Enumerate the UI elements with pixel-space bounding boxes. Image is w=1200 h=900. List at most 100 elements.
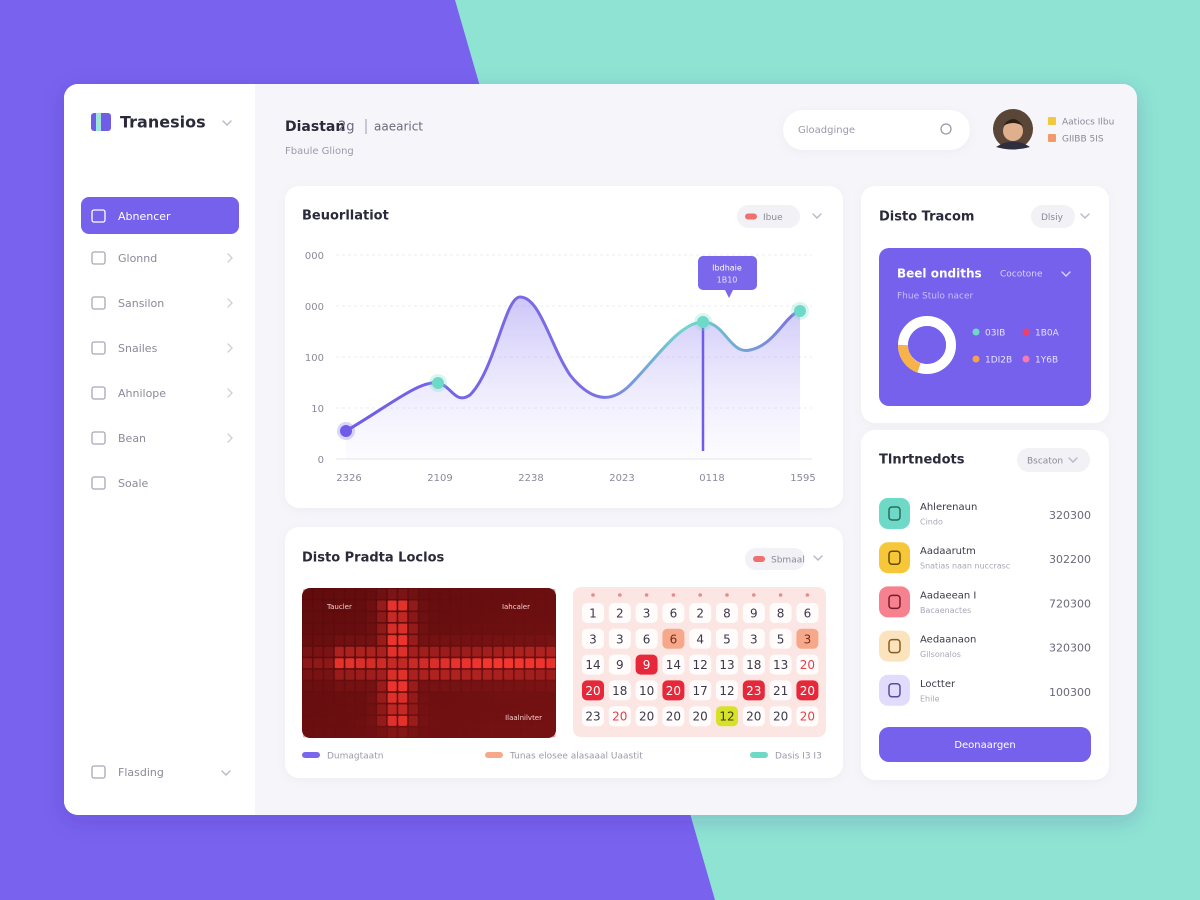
calendar-day[interactable]: 6 bbox=[796, 603, 819, 623]
primary-button[interactable]: Deonaargen bbox=[879, 727, 1091, 762]
item-icon bbox=[888, 638, 901, 654]
calendar-day[interactable]: 13 bbox=[769, 654, 792, 675]
nav-item[interactable]: Snailes bbox=[91, 341, 158, 355]
calendar-day[interactable]: 3 bbox=[742, 628, 765, 649]
heatmap-cell bbox=[440, 635, 450, 646]
calendar-day[interactable]: 20 bbox=[796, 654, 819, 675]
avatar[interactable] bbox=[993, 109, 1033, 150]
list-item[interactable]: Aadaarutm Snatias naan nuccrasc 302200 bbox=[879, 542, 1091, 574]
calendar-day[interactable]: 10 bbox=[635, 680, 658, 701]
heatmap-cell bbox=[451, 704, 461, 715]
heatmap-cell bbox=[419, 704, 429, 715]
calendar-day[interactable]: 17 bbox=[689, 680, 712, 701]
calendar-day[interactable]: 8 bbox=[769, 603, 792, 623]
heatmap-cell bbox=[546, 589, 556, 599]
calendar-day[interactable]: 12 bbox=[689, 654, 712, 675]
heatmap-cell bbox=[504, 658, 514, 669]
calendar-day[interactable]: 2 bbox=[689, 603, 712, 623]
item-icon-bg bbox=[879, 586, 910, 618]
heatmap-cell bbox=[377, 612, 387, 623]
heatmap-cell bbox=[525, 623, 535, 634]
nav-item[interactable]: Bean bbox=[91, 431, 146, 445]
calendar-day[interactable]: 3 bbox=[582, 628, 604, 649]
nav-item[interactable]: Ahnilope bbox=[91, 386, 166, 400]
calendar-day[interactable]: 20 bbox=[769, 706, 792, 727]
calendar-day[interactable]: 9 bbox=[742, 603, 765, 623]
day-bg bbox=[689, 680, 712, 701]
calendar-day[interactable]: 5 bbox=[769, 628, 792, 649]
heatmap-cell bbox=[472, 669, 482, 680]
calendar-day[interactable]: 12 bbox=[716, 680, 738, 701]
heatmap-cell bbox=[525, 646, 535, 657]
list-item[interactable]: Ahlerenaun Cindo 320300 bbox=[879, 498, 1091, 529]
calendar-day[interactable]: 3 bbox=[608, 628, 631, 649]
filter-pill[interactable]: Ibue bbox=[737, 205, 800, 228]
calendar-day[interactable]: 1 bbox=[582, 603, 604, 623]
calendar-day[interactable]: 9 bbox=[608, 654, 631, 675]
heatmap-cell bbox=[419, 623, 429, 634]
calendar-day[interactable]: 20 bbox=[662, 706, 685, 727]
calendar-day[interactable]: 23 bbox=[582, 706, 604, 727]
calendar-day[interactable]: 14 bbox=[582, 654, 604, 675]
chart-point bbox=[340, 425, 352, 437]
nav-item[interactable]: Abnencer bbox=[81, 197, 239, 234]
calendar-day[interactable]: 6 bbox=[662, 628, 685, 649]
search-box[interactable]: Gloadginge bbox=[783, 110, 970, 150]
calendar-day[interactable]: 3 bbox=[635, 603, 658, 623]
calendar-day[interactable]: 23 bbox=[742, 680, 765, 701]
nav-item[interactable]: Sansilon bbox=[91, 296, 164, 310]
calendar-day[interactable]: 21 bbox=[769, 680, 792, 701]
day-number: 9 bbox=[616, 658, 624, 672]
day-bg bbox=[582, 603, 604, 623]
calendar-day[interactable]: 6 bbox=[635, 628, 658, 649]
heatmap-cell bbox=[387, 669, 397, 680]
day-number: 3 bbox=[589, 632, 597, 646]
calendar-day[interactable]: 5 bbox=[716, 628, 738, 649]
nav-item[interactable]: Soale bbox=[91, 476, 149, 490]
heatmap-cell bbox=[430, 658, 439, 669]
nav-label: Glonnd bbox=[118, 252, 157, 265]
heatmap-cell bbox=[461, 692, 471, 703]
heatmap-cell bbox=[366, 704, 376, 715]
calendar-day[interactable]: 20 bbox=[796, 680, 819, 701]
nav-item[interactable]: Glonnd bbox=[91, 251, 157, 265]
nav-icon bbox=[91, 296, 106, 310]
calendar-day[interactable]: 8 bbox=[716, 603, 738, 623]
list-item[interactable]: Aadaeean I Bacaenactes 720300 bbox=[879, 586, 1091, 618]
tooltip-title: Ibdhaie bbox=[712, 264, 742, 273]
calendar-day[interactable]: 6 bbox=[662, 603, 685, 623]
chart-line bbox=[344, 295, 802, 433]
item-icon bbox=[888, 506, 901, 521]
day-bg bbox=[608, 628, 631, 649]
calendar-day[interactable]: 14 bbox=[662, 654, 685, 675]
filter-pill[interactable]: Dlsiy bbox=[1031, 205, 1075, 228]
calendar-day[interactable]: 18 bbox=[608, 680, 631, 701]
calendar-day[interactable]: 3 bbox=[796, 628, 819, 649]
heatmap-cell bbox=[525, 704, 535, 715]
calendar-day[interactable]: 20 bbox=[635, 706, 658, 727]
list-item[interactable]: Aedaanaon Gilsonalos 320300 bbox=[879, 630, 1091, 662]
day-bg bbox=[608, 603, 631, 623]
heatmap-cell bbox=[482, 623, 492, 634]
filter-pill[interactable]: Bscaton bbox=[1017, 448, 1090, 472]
filter-pill[interactable]: Sbmaal bbox=[745, 548, 805, 570]
calendar-day[interactable]: 20 bbox=[742, 706, 765, 727]
heatmap-cell bbox=[398, 658, 408, 669]
calendar-day[interactable]: 20 bbox=[662, 680, 685, 701]
calendar-day[interactable]: 9 bbox=[635, 654, 658, 675]
calendar-day[interactable]: 13 bbox=[716, 654, 738, 675]
heatmap-cell bbox=[430, 715, 439, 726]
calendar-day[interactable]: 20 bbox=[689, 706, 712, 727]
calendar-day[interactable]: 2 bbox=[608, 603, 631, 623]
calendar-day[interactable]: 20 bbox=[796, 706, 819, 727]
calendar-day[interactable]: 4 bbox=[689, 628, 712, 649]
day-bg bbox=[689, 603, 712, 623]
calendar-day[interactable]: 12 bbox=[716, 706, 738, 727]
list-item[interactable]: Loctter Ehile 100300 bbox=[879, 674, 1091, 706]
item-detail: Snatias naan nuccrasc bbox=[920, 562, 1010, 571]
calendar-day[interactable]: 18 bbox=[742, 654, 765, 675]
heatmap-cell bbox=[482, 612, 492, 623]
calendar-day[interactable]: 20 bbox=[582, 680, 604, 701]
calendar-day[interactable]: 20 bbox=[608, 706, 631, 727]
